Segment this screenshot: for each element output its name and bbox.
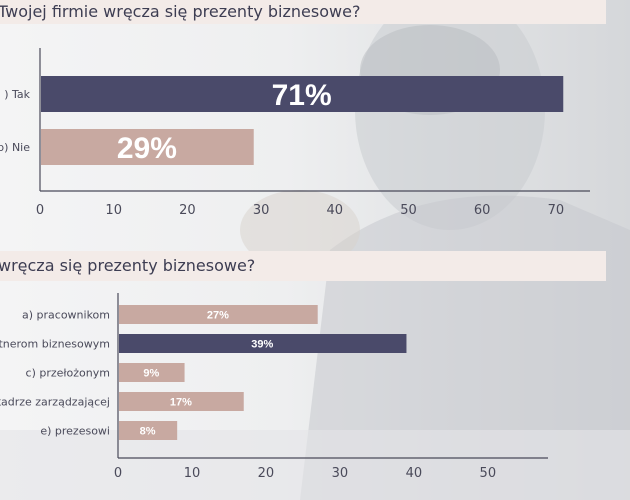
- bar-value-label: 71%: [272, 79, 332, 112]
- x-tick-label: 10: [184, 466, 201, 481]
- question-2-title: wręcza się prezenty biznesowe?: [0, 256, 256, 275]
- bar-value-label: 29%: [117, 132, 177, 165]
- category-label: a) pracownikom: [22, 309, 110, 322]
- x-tick-label: 0: [114, 466, 122, 481]
- x-tick-label: 40: [327, 203, 344, 218]
- bar: [119, 421, 178, 440]
- x-tick-label: 30: [253, 203, 270, 218]
- category-label: b) Nie: [0, 141, 30, 154]
- x-tick-label: 60: [474, 203, 491, 218]
- bar-value-label: 8%: [140, 425, 156, 437]
- x-tick-label: 10: [105, 203, 122, 218]
- bar-value-label: 9%: [143, 367, 159, 379]
- bar: [119, 305, 318, 324]
- x-tick-label: 20: [179, 203, 196, 218]
- x-tick-label: 0: [36, 203, 44, 218]
- x-tick-label: 50: [400, 203, 417, 218]
- x-tick-label: 70: [548, 203, 565, 218]
- bar-value-label: 27%: [207, 309, 229, 321]
- x-tick-label: 30: [332, 466, 349, 481]
- question-1-band: Twojej firmie wręcza się prezenty biznes…: [0, 0, 606, 24]
- x-tick-label: 20: [258, 466, 275, 481]
- bar-value-label: 17%: [170, 396, 192, 408]
- category-label: e) prezesowi: [40, 425, 110, 438]
- x-tick-label: 50: [480, 466, 497, 481]
- category-label: rtnerom biznesowym: [0, 338, 110, 351]
- bar-value-label: 39%: [251, 338, 273, 350]
- bar: [41, 76, 564, 112]
- bar: [119, 392, 244, 411]
- category-label: kadrze zarządzającej: [0, 396, 110, 409]
- bar: [119, 334, 407, 353]
- bar: [119, 363, 185, 382]
- category-label: ) Tak: [4, 88, 30, 101]
- category-label: c) przełożonym: [26, 367, 110, 380]
- chart-gift-giving: 0 10 20 30 40 50 60 70 71% ) Tak 29% b) Nie: [0, 48, 590, 218]
- x-tick-label: 40: [406, 466, 423, 481]
- question-2-band: wręcza się prezenty biznesowe?: [0, 251, 606, 281]
- bar: [41, 129, 254, 165]
- question-1-title: Twojej firmie wręcza się prezenty biznes…: [0, 2, 361, 21]
